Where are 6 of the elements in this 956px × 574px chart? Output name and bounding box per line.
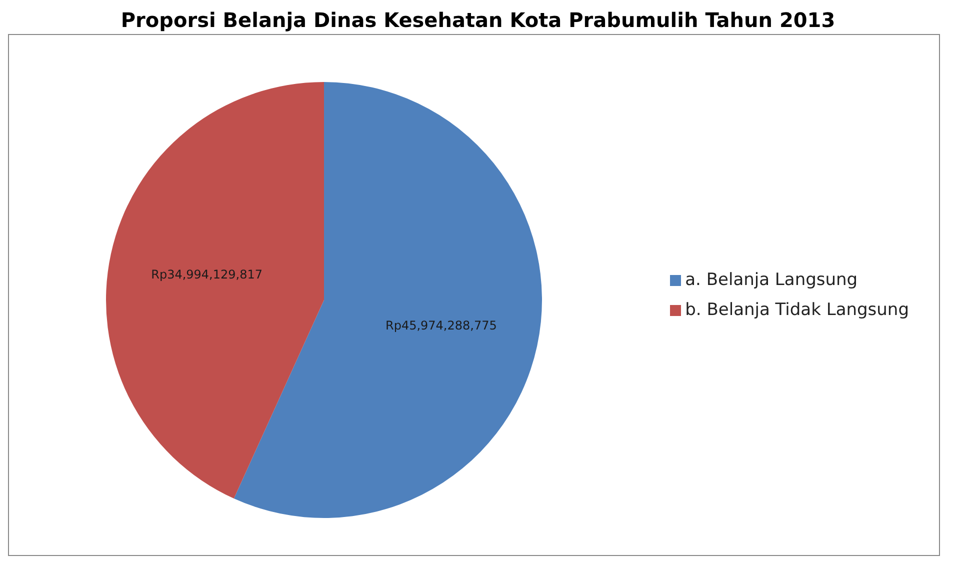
data-label: Rp45,974,288,775 xyxy=(385,318,497,332)
data-label: Rp34,994,129,817 xyxy=(151,268,263,282)
chart-title: Proporsi Belanja Dinas Kesehatan Kota Prabumulih Tahun 2013 xyxy=(120,8,836,34)
legend-label: b. Belanja Tidak Langsung xyxy=(685,300,909,320)
legend-label: a. Belanja Langsung xyxy=(685,270,858,290)
pie-slice xyxy=(106,82,324,499)
